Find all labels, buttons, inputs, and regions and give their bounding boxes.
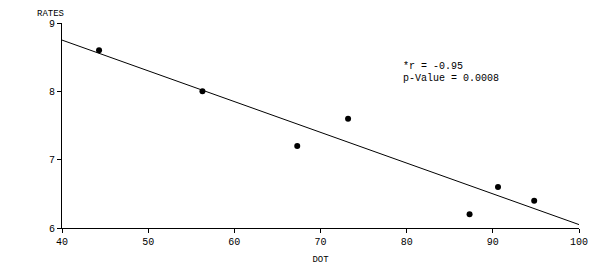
svg-text:7: 7 bbox=[49, 155, 55, 166]
svg-text:90: 90 bbox=[487, 237, 499, 248]
svg-text:60: 60 bbox=[228, 237, 240, 248]
svg-text:80: 80 bbox=[401, 237, 413, 248]
svg-text:9: 9 bbox=[49, 19, 55, 30]
svg-text:70: 70 bbox=[314, 237, 326, 248]
svg-text:40: 40 bbox=[56, 237, 68, 248]
svg-text:6: 6 bbox=[49, 224, 55, 235]
svg-text:*r = -0.95: *r = -0.95 bbox=[403, 61, 463, 72]
svg-text:RATES: RATES bbox=[37, 9, 64, 19]
svg-text:100: 100 bbox=[570, 237, 588, 248]
svg-text:DOT: DOT bbox=[312, 255, 329, 265]
svg-text:8: 8 bbox=[49, 87, 55, 98]
svg-text:50: 50 bbox=[142, 237, 154, 248]
svg-text:p-Value = 0.0008: p-Value = 0.0008 bbox=[403, 73, 499, 84]
